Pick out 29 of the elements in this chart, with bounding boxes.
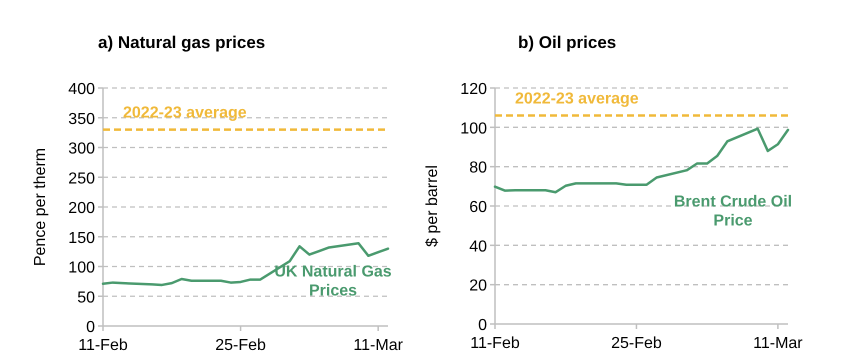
y-tick-label: 200 xyxy=(68,200,96,217)
y-tick-label: 0 xyxy=(86,319,96,336)
ref-line-label: 2022-23 average xyxy=(515,90,639,108)
y-tick-label: 50 xyxy=(77,289,96,306)
x-tick-label: 11-Mar xyxy=(753,335,804,352)
series-label: Brent Crude Oil Price xyxy=(674,194,792,230)
y-tick-label: 400 xyxy=(68,81,96,98)
y-tick-label: 80 xyxy=(469,160,488,177)
x-tick-label: 11-Feb xyxy=(78,337,128,354)
chart-title: a) Natural gas prices xyxy=(98,33,266,52)
x-tick-label: 11-Feb xyxy=(470,335,520,352)
y-tick-label: 100 xyxy=(68,260,96,276)
ref-line-label: 2022-23 average xyxy=(123,104,247,122)
y-tick-label: 250 xyxy=(68,170,96,188)
y-tick-label: 0 xyxy=(478,317,488,334)
y-tick-label: 40 xyxy=(469,238,488,256)
y-tick-label: 350 xyxy=(68,110,96,128)
x-tick-label: 25-Feb xyxy=(215,337,266,354)
y-tick-label: 300 xyxy=(68,140,96,158)
y-tick-label: 150 xyxy=(68,230,96,247)
y-tick-label: 60 xyxy=(469,199,488,216)
chart-title: b) Oil prices xyxy=(518,33,616,52)
y-tick-label: 120 xyxy=(460,81,488,98)
x-tick-label: 25-Feb xyxy=(611,335,662,352)
y-tick-label: 20 xyxy=(469,278,488,295)
x-tick-label: 11-Mar xyxy=(353,337,404,354)
y-axis-title: $ per barrel xyxy=(424,165,441,247)
y-tick-label: 100 xyxy=(460,120,488,138)
y-axis-title: Pence per therm xyxy=(32,148,49,266)
